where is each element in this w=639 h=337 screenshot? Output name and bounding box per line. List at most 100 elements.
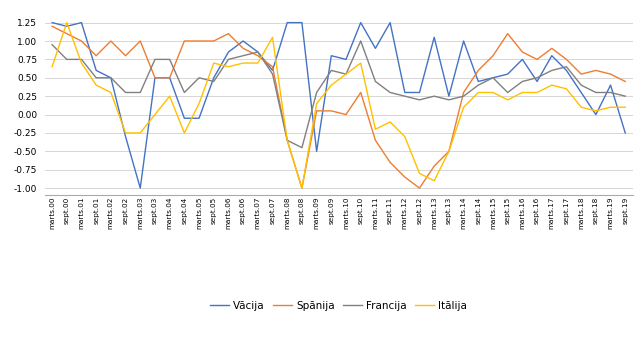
Spānija [180,39,188,43]
Itālija [298,186,306,190]
Francija [431,94,438,98]
Spānija [504,32,512,36]
Vācija [78,21,86,25]
Francija [151,57,159,61]
Itālija [92,83,100,87]
Francija [137,90,144,94]
Vācija [431,35,438,39]
Spānija [137,39,144,43]
Francija [489,76,497,80]
Francija [268,72,276,76]
Itālija [166,94,174,98]
Spānija [121,54,129,58]
Spānija [343,113,350,117]
Spānija [474,68,482,72]
Itālija [372,127,380,131]
Spānija [63,32,71,36]
Francija [460,94,468,98]
Legend: Vācija, Spānija, Francija, Itālija: Vācija, Spānija, Francija, Itālija [206,297,471,315]
Vācija [548,54,556,58]
Francija [63,57,71,61]
Spānija [151,76,159,80]
Vācija [210,76,217,80]
Vācija [504,72,512,76]
Itālija [49,65,56,69]
Itālija [180,131,188,135]
Itālija [107,90,115,94]
Itālija [606,105,614,109]
Itālija [343,72,350,76]
Itālija [534,90,541,94]
Itālija [121,131,129,135]
Spānija [196,39,203,43]
Spānija [268,65,276,69]
Spānija [460,90,468,94]
Itālija [196,101,203,105]
Spānija [386,160,394,164]
Itālija [239,61,247,65]
Spānija [254,54,262,58]
Vācija [284,21,291,25]
Francija [92,76,100,80]
Vācija [328,54,335,58]
Spānija [328,109,335,113]
Francija [166,57,174,61]
Vācija [534,80,541,84]
Spānija [107,39,115,43]
Itālija [592,109,599,113]
Vācija [519,57,527,61]
Spānija [239,46,247,50]
Itālija [151,113,159,117]
Vācija [254,50,262,54]
Francija [621,94,629,98]
Itālija [431,179,438,183]
Vācija [268,68,276,72]
Vācija [489,76,497,80]
Line: Spānija: Spānija [52,26,625,188]
Francija [606,90,614,94]
Francija [239,54,247,58]
Spānija [357,90,364,94]
Francija [562,65,570,69]
Vācija [92,68,100,72]
Spānija [621,80,629,84]
Spānija [548,46,556,50]
Francija [592,90,599,94]
Francija [474,83,482,87]
Francija [298,146,306,150]
Itālija [78,61,86,65]
Spānija [284,138,291,142]
Francija [107,76,115,80]
Itālija [210,61,217,65]
Itālija [504,98,512,102]
Spānija [431,164,438,168]
Spānija [313,109,321,113]
Spānija [606,72,614,76]
Itālija [474,90,482,94]
Spānija [49,24,56,28]
Itālija [137,131,144,135]
Spānija [78,39,86,43]
Francija [254,50,262,54]
Itālija [225,65,233,69]
Line: Vācija: Vācija [52,23,625,188]
Francija [372,80,380,84]
Vācija [180,116,188,120]
Vācija [460,39,468,43]
Spānija [534,57,541,61]
Itālija [578,105,585,109]
Spānija [210,39,217,43]
Spānija [578,72,585,76]
Itālija [63,21,71,25]
Spānija [519,50,527,54]
Vācija [445,94,453,98]
Spānija [225,32,233,36]
Vācija [372,46,380,50]
Itālija [401,134,409,139]
Itālija [416,172,424,176]
Vācija [401,90,409,94]
Vācija [357,21,364,25]
Itālija [313,101,321,105]
Francija [578,83,585,87]
Vācija [166,76,174,80]
